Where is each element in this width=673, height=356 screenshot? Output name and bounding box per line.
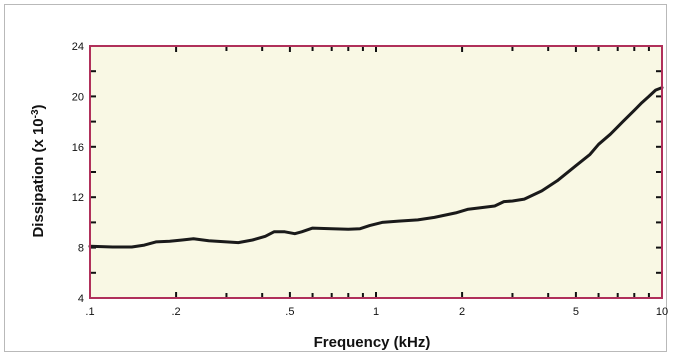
x-axis-title: Frequency (kHz) (314, 334, 431, 351)
x-tick-label: 10 (656, 306, 668, 318)
plot-border (89, 45, 663, 299)
dissipation-series-line (88, 86, 664, 249)
y-axis-title-close: ) (30, 104, 47, 109)
y-axis-title-exponent: -3 (30, 109, 41, 118)
x-tick-label: 1 (373, 306, 379, 318)
y-tick-label: 20 (72, 91, 84, 103)
x-tick-label: .2 (172, 306, 181, 318)
y-tick-label: 16 (72, 142, 84, 154)
y-axis-title: Dissipation (x 10-3) (30, 104, 48, 237)
y-tick-label: 4 (78, 293, 84, 305)
y-tick-label: 24 (72, 41, 84, 53)
x-tick-label: .5 (285, 306, 294, 318)
y-tick-label: 12 (72, 192, 84, 204)
x-tick-label: .1 (85, 306, 94, 318)
y-tick-label: 8 (78, 243, 84, 255)
y-axis-title-main: Dissipation (x 10 (30, 118, 47, 237)
x-tick-label: 2 (459, 306, 465, 318)
plot-area (90, 46, 662, 298)
x-tick-label: 5 (573, 306, 579, 318)
